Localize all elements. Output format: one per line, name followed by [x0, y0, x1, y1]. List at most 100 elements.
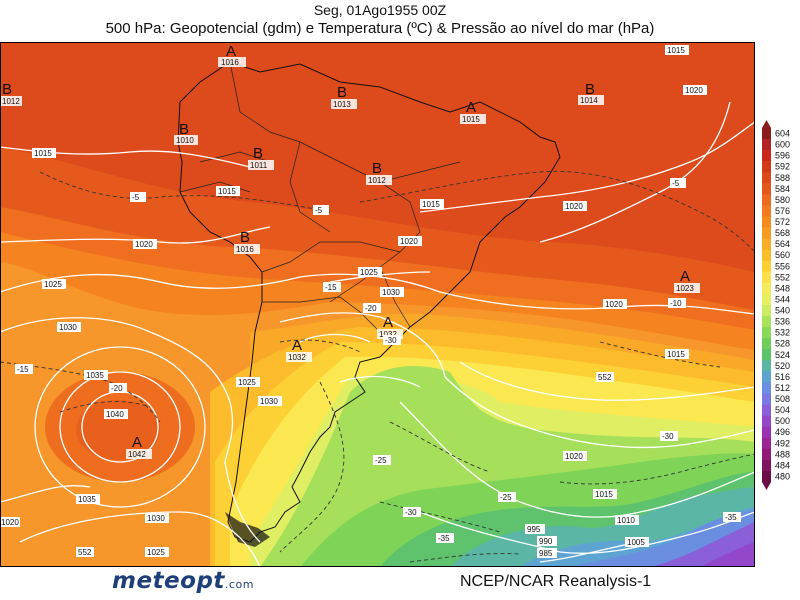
scale-label: 552	[775, 272, 790, 282]
scale-label: 568	[775, 228, 790, 238]
center-letter: B	[372, 160, 382, 177]
isobar-label: 1015	[420, 199, 444, 209]
temperature-label: -15	[323, 282, 341, 292]
svg-text:-15: -15	[325, 283, 337, 292]
svg-text:1020: 1020	[1, 518, 19, 527]
svg-text:1025: 1025	[360, 268, 378, 277]
center-value: 1011	[250, 161, 268, 170]
svg-text:1035: 1035	[86, 371, 104, 380]
svg-text:552: 552	[78, 548, 92, 557]
isobar-label: 1030	[380, 287, 404, 297]
svg-text:-10: -10	[670, 299, 682, 308]
scale-label: 512	[775, 383, 790, 393]
center-letter: B	[585, 81, 595, 98]
isobar-label: 1025	[358, 267, 382, 277]
svg-text:1025: 1025	[238, 378, 256, 387]
svg-text:-20: -20	[365, 304, 377, 313]
center-letter: A	[383, 314, 393, 331]
center-letter: B	[2, 81, 12, 98]
isobar-label: 1040	[104, 409, 128, 419]
svg-text:552: 552	[598, 373, 612, 382]
temperature-label: -25	[498, 492, 516, 502]
svg-text:-15: -15	[17, 365, 29, 374]
scale-label: 600	[775, 140, 790, 150]
isobar-label: 1020	[603, 299, 627, 309]
scale-swatch	[762, 305, 771, 317]
svg-text:-30: -30	[385, 336, 397, 345]
scale-swatch	[762, 260, 771, 273]
isobar-label: 1015	[665, 45, 689, 55]
center-letter: B	[179, 121, 189, 138]
scale-label: 592	[775, 162, 790, 172]
center-letter: B	[253, 145, 263, 162]
svg-text:-25: -25	[500, 493, 512, 502]
isobar-label: 1005	[625, 537, 649, 547]
center-value: 1016	[236, 245, 254, 254]
svg-text:985: 985	[539, 549, 553, 558]
svg-text:1015: 1015	[667, 46, 685, 55]
temperature-label: -5	[130, 192, 146, 202]
svg-text:1015: 1015	[595, 490, 613, 499]
isobar-label: 1020	[398, 236, 422, 246]
isobars	[0, 101, 755, 567]
scale-label: 560	[775, 250, 790, 260]
scale-arrow-bottom	[762, 482, 771, 490]
svg-text:1030: 1030	[59, 323, 77, 332]
svg-text:990: 990	[539, 537, 553, 546]
scale-label: 504	[775, 405, 790, 415]
scale-swatch	[762, 150, 771, 162]
svg-text:1020: 1020	[605, 300, 623, 309]
temperature-isotherms	[0, 170, 755, 563]
temperature-label: -20	[363, 303, 381, 313]
center-value: 1015	[462, 115, 480, 124]
svg-text:1020: 1020	[565, 202, 583, 211]
svg-text:1015: 1015	[34, 149, 52, 158]
scale-swatch	[762, 371, 771, 383]
temperature-label: -5	[670, 178, 686, 188]
pressure-center: A 1023	[674, 268, 700, 293]
isobar-label: 1030	[258, 396, 282, 406]
scale-swatch	[762, 172, 771, 184]
temperature-label: -25	[373, 455, 391, 465]
temperature-label: -35	[436, 533, 454, 543]
scale-label: 588	[775, 173, 790, 183]
svg-text:1010: 1010	[617, 516, 635, 525]
svg-text:-20: -20	[111, 384, 123, 393]
isobar-label: 1035	[84, 370, 108, 380]
svg-text:1020: 1020	[400, 237, 418, 246]
svg-text:1035: 1035	[78, 495, 96, 504]
isobar-label: 1020	[0, 517, 20, 527]
band-492	[700, 542, 755, 567]
scale-swatch	[762, 448, 771, 461]
isobar-label: 1015	[216, 186, 240, 196]
isobar-label: 1015	[593, 489, 617, 499]
svg-text:1015: 1015	[667, 350, 685, 359]
scale-label: 584	[775, 184, 790, 194]
center-value: 1016	[221, 58, 239, 67]
scale-swatch	[762, 327, 771, 339]
scale-label: 556	[775, 261, 790, 271]
center-letter: A	[132, 434, 142, 451]
svg-text:-5: -5	[315, 206, 323, 215]
svg-text:-5: -5	[132, 193, 140, 202]
pressure-center: B 1016	[234, 229, 260, 254]
scale-label: 532	[775, 328, 790, 338]
center-value: 1032	[379, 330, 397, 339]
temperature-label: -20	[109, 383, 127, 393]
svg-text:1030: 1030	[260, 397, 278, 406]
svg-text:1030: 1030	[382, 288, 400, 297]
isobar-label: 1010	[615, 515, 639, 525]
tierra-del-fuego	[225, 512, 270, 547]
scale-swatch	[762, 393, 771, 405]
scale-label: 540	[775, 306, 790, 316]
svg-text:-5: -5	[672, 179, 680, 188]
scale-swatch	[762, 205, 771, 217]
scale-label: 484	[775, 460, 790, 470]
isobar-label: 985	[537, 548, 557, 558]
isobar-label: 1020	[563, 201, 587, 211]
scale-swatch	[762, 349, 771, 361]
temperature-label: -30	[403, 507, 421, 517]
pressure-center: A 1015	[460, 99, 486, 124]
svg-text:1005: 1005	[627, 538, 645, 547]
scale-swatch	[762, 161, 771, 173]
